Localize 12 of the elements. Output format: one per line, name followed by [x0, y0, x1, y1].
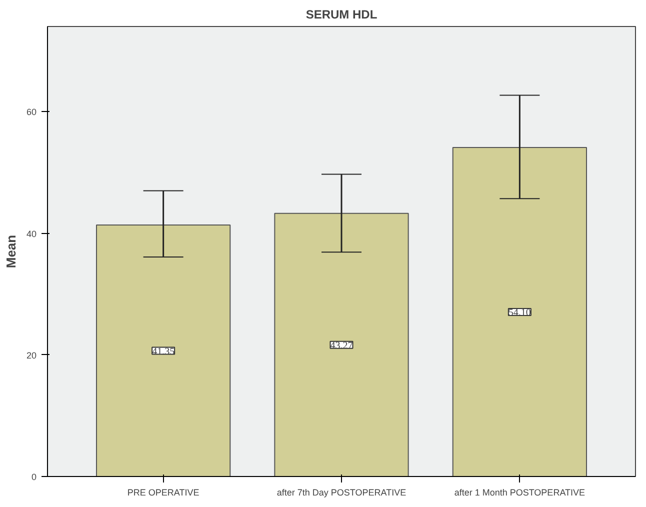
bar [96, 224, 231, 476]
x-tick-label: after 7th Day POSTOPERATIVE [276, 488, 406, 498]
x-tick-label: PRE OPERATIVE [127, 488, 200, 498]
chart-title: SERUM HDL [306, 8, 378, 22]
bar [452, 147, 587, 476]
y-tick-label: 0 [31, 472, 37, 482]
y-tick-label: 60 [26, 107, 37, 118]
x-tick-label: after 1 Month POSTOPERATIVE [454, 488, 586, 498]
y-axis-title: Mean [3, 234, 18, 268]
y-tick-label: 40 [26, 228, 37, 239]
y-tick-label: 20 [26, 350, 37, 360]
bar [274, 212, 409, 476]
